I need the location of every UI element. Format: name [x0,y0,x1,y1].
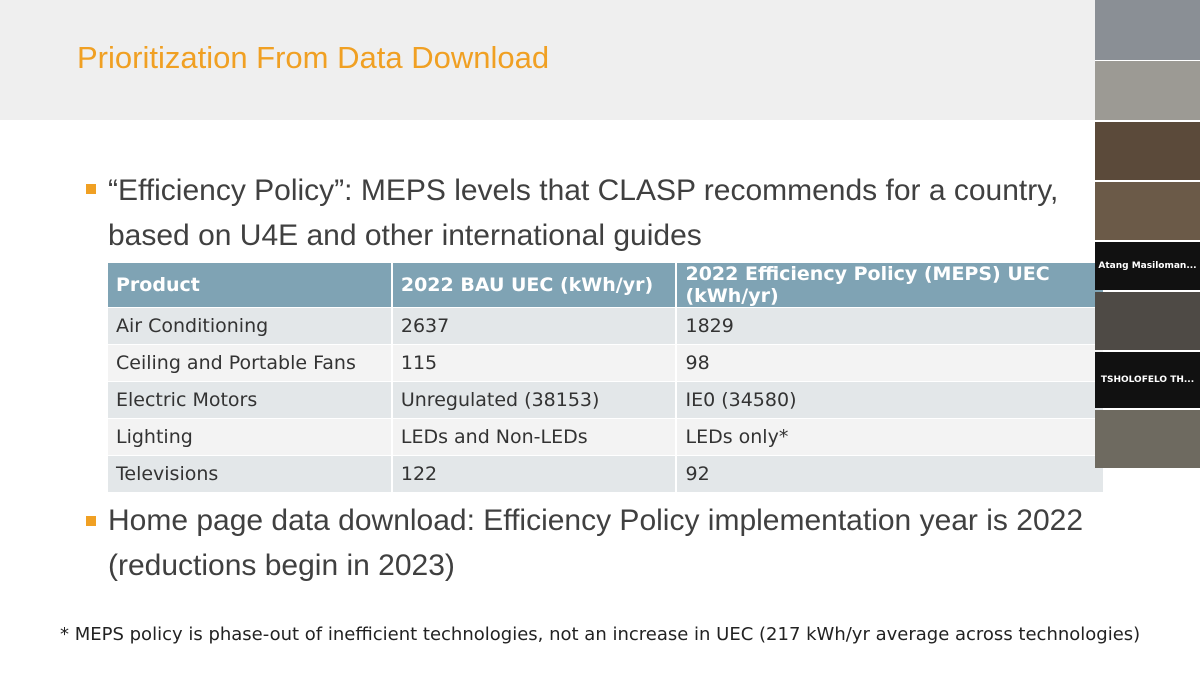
table-cell: 98 [676,344,1105,382]
data-table: Product 2022 BAU UEC (kWh/yr) 2022 Efficie… [108,263,1105,493]
video-tile[interactable] [1095,122,1200,180]
participant-name: Atang Masiloman... [1098,261,1197,271]
bullet-marker [86,184,96,194]
table-row: Lighting LEDs and Non-LEDs LEDs only* [108,418,1105,456]
table-cell: Lighting [108,418,393,456]
video-tile[interactable] [1095,292,1200,350]
video-tile[interactable]: Atang Masiloman... [1095,242,1200,290]
video-tile[interactable]: TSHOLOFELO TH... [1095,352,1200,408]
table-row: Air Conditioning 2637 1829 [108,307,1105,345]
header-cell: 2022 Efficiency Policy (MEPS) UEC (kWh/y… [676,263,1105,308]
slide-title: Prioritization From Data Download [77,40,550,75]
header-cell: Product [108,263,393,308]
table-cell: IE0 (34580) [676,381,1105,419]
table-row: Televisions 122 92 [108,455,1105,493]
footnote: * MEPS policy is phase-out of inefficien… [60,624,1141,645]
table-row: Electric Motors Unregulated (38153) IE0 (3… [108,381,1105,419]
slide-header [0,0,1095,120]
video-tile[interactable] [1095,182,1200,240]
header-cell: 2022 BAU UEC (kWh/yr) [391,263,678,308]
table-cell: LEDs and Non-LEDs [391,418,678,456]
video-tile[interactable] [1095,410,1200,468]
table-cell: Ceiling and Portable Fans [108,344,393,382]
bullet: “Efficiency Policy”: MEPS levels that CL… [108,174,1059,252]
table-cell: LEDs only* [676,418,1105,456]
bullet-marker [86,516,96,526]
video-tile[interactable] [1095,0,1200,60]
table-cell: 122 [391,455,678,493]
table-cell: Electric Motors [108,381,393,419]
header-row: Product 2022 BAU UEC (kWh/yr) 2022 Efficie… [108,263,1105,308]
table-cell: 115 [391,344,678,382]
table-cell: Unregulated (38153) [391,381,678,419]
table-cell: 1829 [676,307,1105,345]
table-cell: 2637 [391,307,678,345]
video-tile[interactable] [1095,61,1200,120]
table-cell: 92 [676,455,1105,493]
table-row: Ceiling and Portable Fans 115 98 [108,344,1105,382]
table-cell: Air Conditioning [108,307,393,345]
table-cell: Televisions [108,455,393,493]
bullet: Home page data download: Efficiency Poli… [108,504,1083,582]
participant-name: TSHOLOFELO TH... [1100,375,1195,385]
